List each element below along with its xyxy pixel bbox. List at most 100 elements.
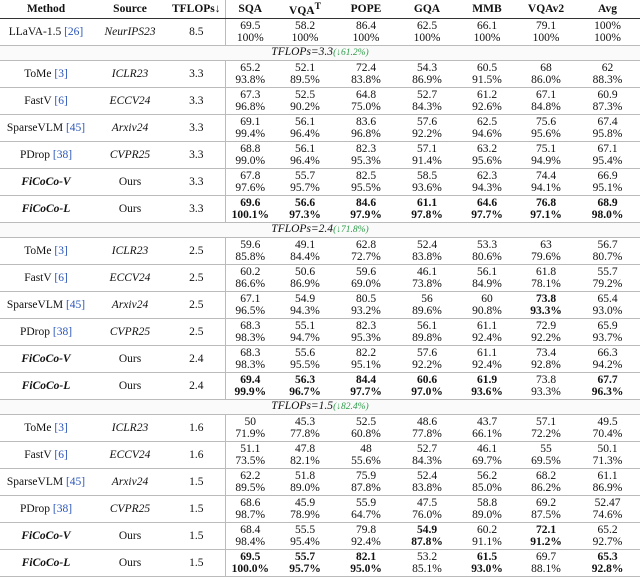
score: 55.5 [294, 523, 316, 536]
metric-cell: 62.2 89.5% [225, 468, 275, 496]
score: 86.4 [355, 19, 377, 32]
source: Ours [92, 345, 168, 373]
relative-score: 100% [532, 32, 560, 44]
metric-cell: 60.2 86.6% [225, 264, 275, 292]
score: 69.4 [240, 373, 261, 386]
metric-cell: 61.1 97.8% [397, 195, 457, 223]
score: 68.3 [240, 319, 261, 332]
relative-score: 98.0% [591, 209, 624, 221]
relative-score: 95.5% [351, 182, 381, 194]
metric-cell: 61.1 86.9% [575, 468, 640, 496]
relative-score: 95.0% [350, 563, 382, 575]
relative-score: 86.9% [592, 482, 623, 494]
relative-score: 92.4% [472, 359, 502, 371]
citation: [6] [54, 94, 68, 107]
citation: [38] [52, 325, 73, 338]
method-name: ToMe [24, 244, 52, 257]
relative-score: 86.9% [290, 278, 320, 290]
source: CVPR25 [92, 141, 168, 169]
relative-score: 83.8% [351, 74, 381, 86]
relative-score: 91.2% [530, 536, 562, 548]
method-cell: FiCoCo-V [0, 168, 92, 196]
metric-cell: 62.5 94.6% [457, 114, 517, 142]
relative-score: 94.1% [531, 182, 561, 194]
score: 46.1 [476, 442, 498, 455]
method-name: ToMe [24, 421, 52, 434]
metric-cell: 73.8 93.3% [517, 291, 575, 319]
score: 60.5 [476, 61, 498, 74]
score: 80.5 [355, 292, 377, 305]
source: ICLR23 [92, 60, 168, 88]
score: 57.6 [416, 346, 438, 359]
score: 52.4 [416, 238, 438, 251]
score: 84.4 [355, 373, 377, 386]
method-name: SparseVLM [6, 475, 64, 488]
section-title: TFLOPs=3.3 [271, 46, 334, 59]
relative-score: 93.7% [592, 332, 623, 344]
citation: [6] [54, 448, 68, 461]
source: CVPR25 [92, 318, 168, 346]
metric-cell: 60 90.8% [457, 291, 517, 319]
metric-cell: 69.5 100.0% [225, 549, 275, 577]
relative-score: 100.0% [231, 563, 269, 575]
metric-cell: 55.6 95.5% [275, 345, 335, 373]
table-row: ToMe [3] ICLR23 3.3 65.2 93.8% 52.1 89.5% 72.4 8… [0, 60, 640, 88]
metric-cell: 55.1 94.7% [275, 318, 335, 346]
metric-cell: 60.9 87.3% [575, 87, 640, 115]
metric-cell: 67.1 96.5% [225, 291, 275, 319]
metric-cell: 52.4 83.8% [397, 237, 457, 265]
method-name: SparseVLM [6, 298, 64, 311]
relative-score: 78.1% [531, 278, 561, 290]
metric-cell: 67.1 84.8% [517, 87, 575, 115]
method-cell: ToMe [3] [0, 237, 92, 265]
reduction: (↓82.4%) [333, 402, 369, 413]
method-cell: ToMe [3] [0, 414, 92, 442]
relative-score: 97.9% [350, 209, 382, 221]
table-row: FastV [6] ECCV24 1.6 51.1 73.5% 47.8 82.1% 48 55… [0, 441, 640, 469]
metric-cell: 68.6 98.7% [225, 495, 275, 523]
score: 73.4 [535, 346, 557, 359]
metric-cell: 68.8 99.0% [225, 141, 275, 169]
score: 69.6 [240, 196, 261, 209]
score: 61.1 [476, 346, 498, 359]
method-name: PDrop [19, 325, 50, 338]
score: 52.7 [416, 442, 438, 455]
score: 67.4 [597, 115, 618, 128]
metric-cell: 54.9 94.3% [275, 291, 335, 319]
relative-score: 80.7% [592, 251, 623, 263]
metric-cell: 53.3 80.6% [457, 237, 517, 265]
citation: [3] [54, 244, 68, 257]
relative-score: 95.7% [289, 563, 321, 575]
column-header: TFLOPs↓ [168, 0, 226, 19]
metric-cell: 84.6 97.9% [335, 195, 397, 223]
relative-score: 93.3% [530, 305, 562, 317]
relative-score: 94.3% [290, 305, 320, 317]
relative-score: 92.6% [472, 101, 502, 113]
score: 76.8 [535, 196, 557, 209]
metric-cell: 75.6 95.6% [517, 114, 575, 142]
score: 52.1 [294, 61, 316, 74]
metric-cell: 61.1 92.4% [457, 345, 517, 373]
metric-cell: 66.3 94.2% [575, 345, 640, 373]
source: ECCV24 [92, 264, 168, 292]
metric-cell: 68.2 86.2% [517, 468, 575, 496]
score: 49.1 [294, 238, 316, 251]
method-cell: PDrop [38] [0, 141, 92, 169]
relative-score: 89.5% [290, 74, 320, 86]
relative-score: 92.8% [531, 359, 561, 371]
relative-score: 95.7% [290, 182, 320, 194]
method-name: FiCoCo-L [21, 379, 71, 392]
relative-score: 89.5% [235, 482, 266, 494]
table-row: SparseVLM [45] Arxiv24 2.5 67.1 96.5% 54.9 94.… [0, 291, 640, 319]
metric-cell: 67.1 95.4% [575, 141, 640, 169]
score: 56.2 [476, 469, 498, 482]
metric-cell: 57.1 91.4% [397, 141, 457, 169]
metric-cell: 84.4 97.7% [335, 372, 397, 400]
table-row: FiCoCo-L Ours 2.4 69.4 99.9% 56.3 96.7% 84.4 97.… [0, 372, 640, 400]
relative-score: 92.2% [412, 128, 442, 140]
metric-cell: 56.7 80.7% [575, 237, 640, 265]
score: 66.9 [597, 169, 618, 182]
metric-cell: 100% 100% [575, 18, 640, 46]
